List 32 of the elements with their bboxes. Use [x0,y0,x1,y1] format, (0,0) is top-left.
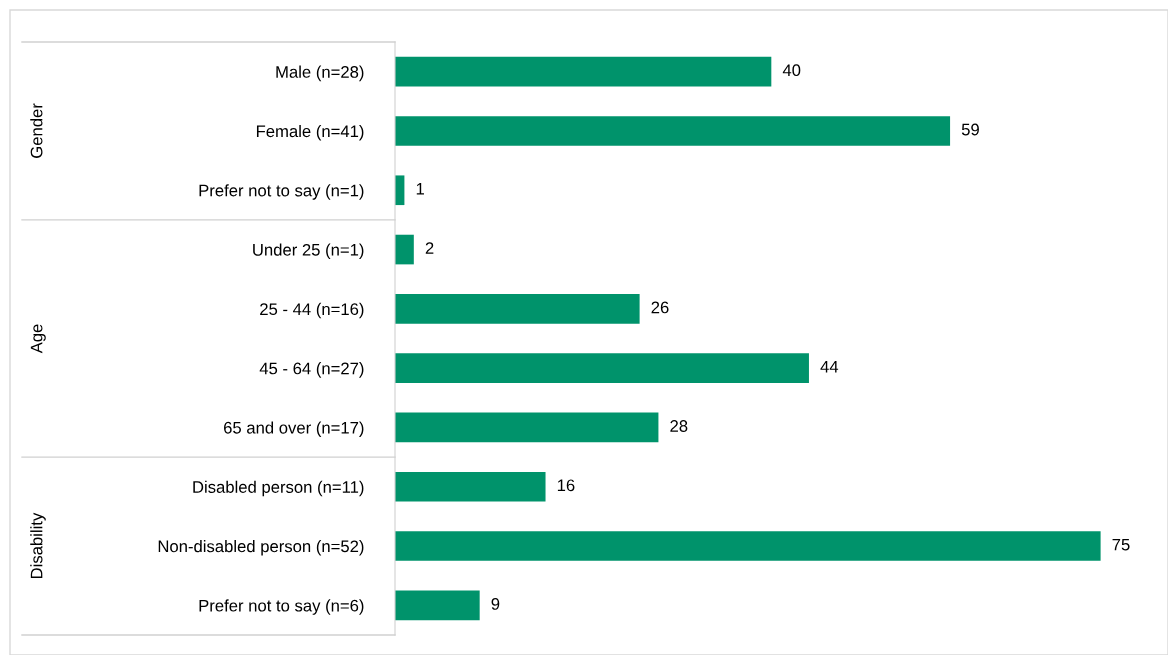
bar [395,590,480,621]
data-label: 75 [1112,538,1130,551]
bar [395,531,1101,561]
bar [395,471,546,502]
bar [395,294,640,324]
y-tick-label: Under 25 (n=1) [253,243,364,260]
data-label: 44 [820,360,839,373]
data-label: 28 [670,420,688,432]
bar [395,56,772,87]
data-label: 2 [425,242,434,254]
data-label: 1 [416,183,424,195]
bar [395,353,809,383]
text: Disability [30,512,46,579]
y-tick-label: Disabled person (n=11) [193,480,364,497]
bar [395,412,659,443]
y-tick-label: Prefer not to say (n=1) [199,184,364,200]
y-tick-label: Non-disabled person (n=52) [158,540,364,556]
y-tick-label: 65 and over (n=17) [224,421,364,437]
data-label: 40 [782,64,801,77]
bar [395,116,951,146]
text: Gender [30,103,43,158]
text: Age [30,324,46,354]
data-label: 9 [491,598,500,610]
data-label: 26 [651,301,669,314]
bar [395,234,414,265]
data-label: 59 [961,123,979,136]
y-tick-label: 25 - 44 (n=16) [260,302,364,319]
y-tick-label: Male (n=28) [276,65,364,82]
y-tick-label: Prefer not to say (n=6) [199,599,364,615]
data-label: 16 [557,479,575,492]
y-tick-label: 45 - 64 (n=27) [259,362,364,378]
y-tick-label: Female (n=41) [256,124,364,141]
